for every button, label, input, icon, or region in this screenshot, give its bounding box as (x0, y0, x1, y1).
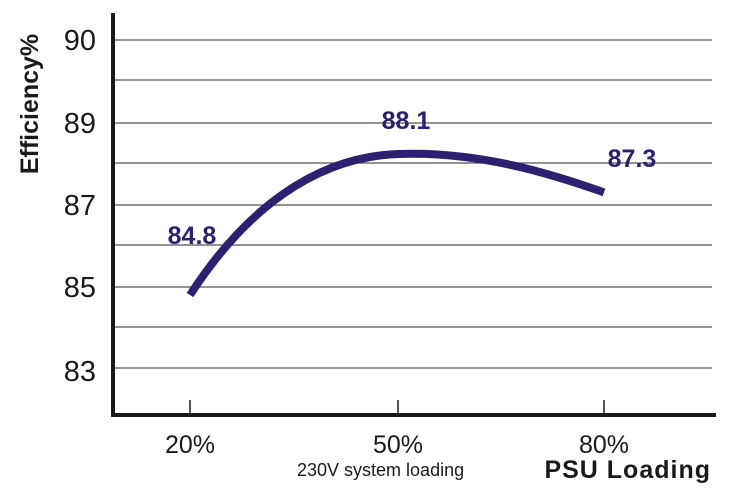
x-tick-marks (189, 400, 605, 415)
data-label: 88.1 (382, 107, 431, 135)
y-tick-label: 85 (64, 272, 96, 304)
data-label: 84.8 (168, 222, 217, 250)
y-tick-label: 87 (64, 190, 96, 222)
x-axis-subtitle: 230V system loading (297, 460, 464, 480)
y-tick-label: 90 (64, 25, 96, 57)
y-tick-label: 89 (64, 108, 96, 140)
x-tick-label: 50% (373, 431, 423, 459)
data-label: 87.3 (608, 145, 657, 173)
x-axis-title: PSU Loading (544, 456, 711, 484)
efficiency-line (186, 149, 606, 298)
gridlines (113, 39, 712, 369)
x-tick-label: 80% (579, 431, 629, 459)
y-tick-label: 83 (64, 356, 96, 388)
y-axis-title: Efficiency% (16, 34, 44, 174)
x-tick-label: 20% (165, 431, 215, 459)
